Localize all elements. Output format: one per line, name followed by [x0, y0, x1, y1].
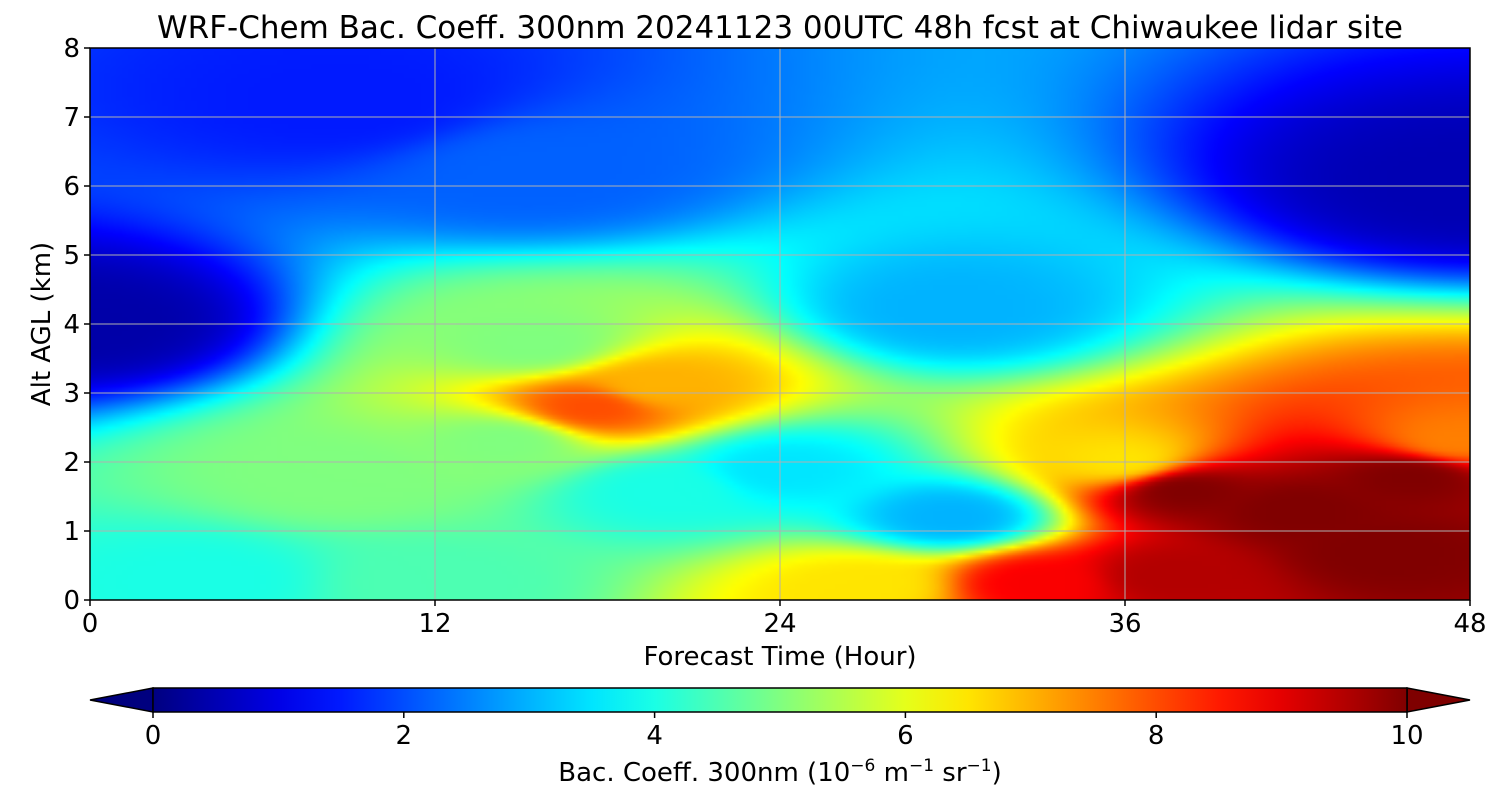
colorbar-tick-label: 6: [897, 721, 914, 751]
y-tick-label: 3: [63, 379, 80, 409]
colorbar: 0 2 4 6 8 10 Bac. Coeff. 300nm (10−6 m−1 sr−1…: [89, 687, 1471, 788]
colorbar-gradient: [152, 687, 1408, 713]
colorbar-tick-label: 10: [1390, 721, 1423, 751]
x-axis-label: Forecast Time (Hour): [643, 642, 916, 672]
grid-lines: [90, 48, 1470, 600]
x-tick-label: 0: [82, 609, 99, 639]
y-tick-label: 2: [63, 448, 80, 478]
x-tick-label: 24: [763, 609, 796, 639]
colorbar-tick-label: 2: [396, 721, 413, 751]
x-axis: 0 12 24 36 48: [82, 600, 1487, 639]
y-tick-label: 6: [63, 172, 80, 202]
plot-area: [89, 47, 1471, 601]
y-axis-label: Alt AGL (km): [27, 242, 57, 406]
colorbar-label: Bac. Coeff. 300nm (10−6 m−1 sr−1): [558, 756, 1001, 788]
colorbar-extend-high: [1406, 687, 1471, 713]
y-tick-label: 4: [63, 310, 80, 340]
y-tick-label: 5: [63, 241, 80, 271]
colorbar-tick-label: 8: [1148, 721, 1165, 751]
y-tick-label: 0: [63, 586, 80, 616]
colorbar-tick-label: 4: [646, 721, 663, 751]
colorbar-extend-low: [89, 687, 154, 713]
y-tick-label: 8: [63, 34, 80, 64]
x-tick-label: 12: [418, 609, 451, 639]
y-axis: 0 1 2 3 4 5 6 7 8: [63, 34, 90, 616]
x-tick-label: 36: [1108, 609, 1141, 639]
y-tick-label: 7: [63, 103, 80, 133]
chart-title: WRF-Chem Bac. Coeff. 300nm 20241123 00UT…: [157, 10, 1403, 46]
colorbar-tick-label: 0: [145, 721, 162, 751]
x-tick-label: 48: [1453, 609, 1486, 639]
y-tick-label: 1: [63, 517, 80, 547]
colorbar-ticks: 0 2 4 6 8 10: [145, 712, 1424, 751]
